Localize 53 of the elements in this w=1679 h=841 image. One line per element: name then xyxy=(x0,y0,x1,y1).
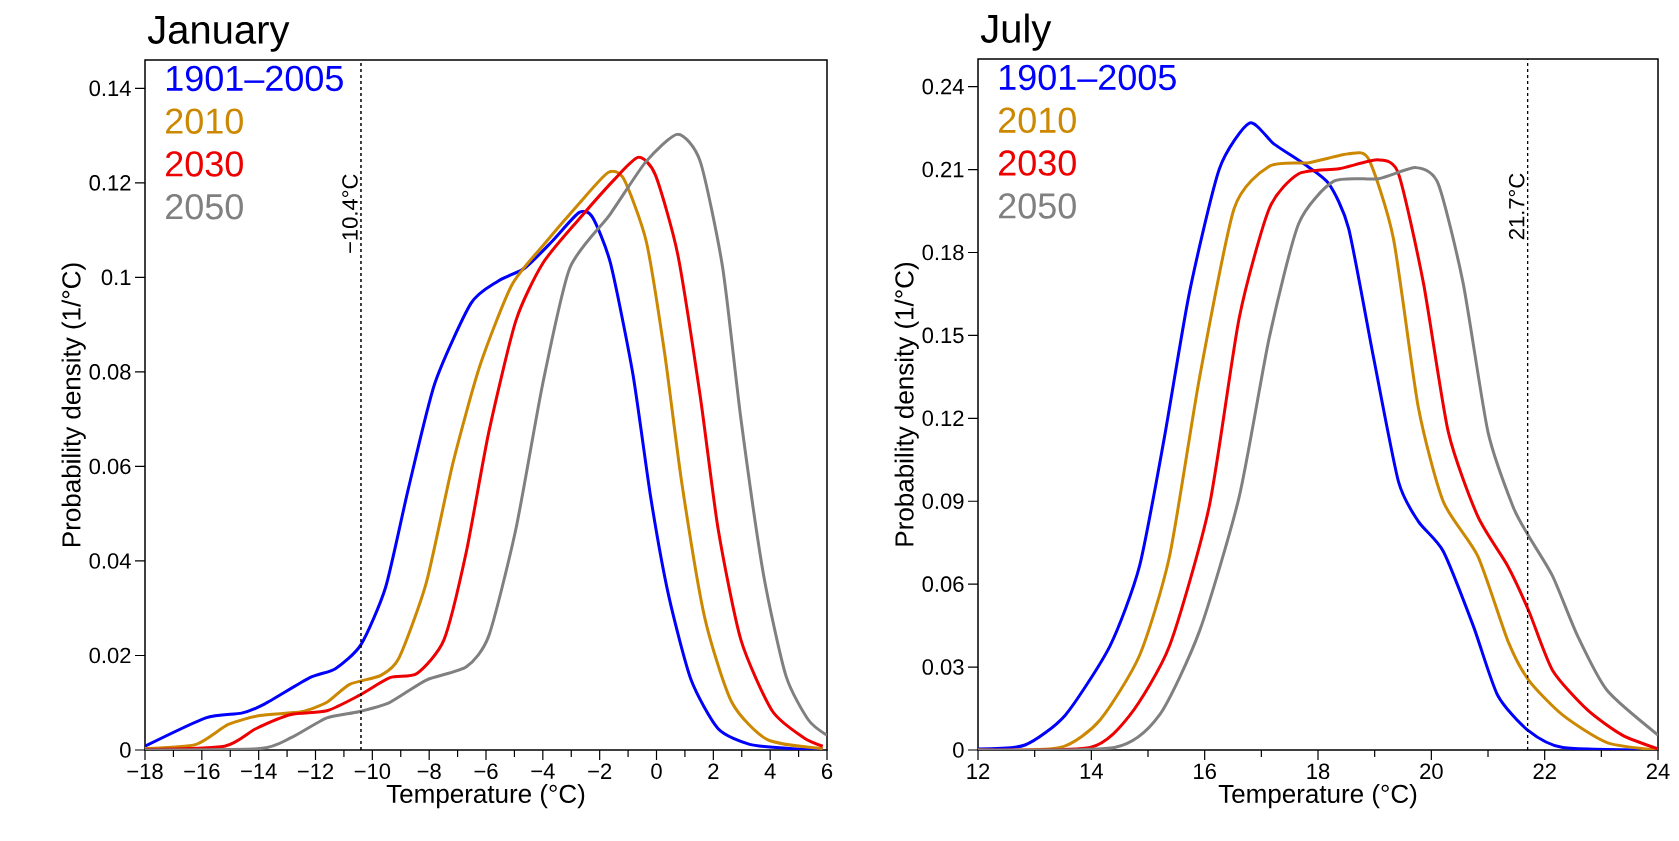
x-tick-label: −6 xyxy=(474,763,498,780)
x-axis-title: Temperature (°C) xyxy=(1218,783,1417,809)
y-tick-label: 0.04 xyxy=(89,553,131,569)
y-tick-label: 0.06 xyxy=(89,458,131,475)
y-tick-label: 0.18 xyxy=(922,244,964,261)
y-tick-label: 0.03 xyxy=(922,659,964,675)
text: 1901–2005 xyxy=(999,64,1176,91)
x-tick-label: 14 xyxy=(1080,763,1103,779)
x-tick-label: 0 xyxy=(651,763,662,780)
text: 2010 xyxy=(999,107,1076,133)
x-tick-label: −14 xyxy=(241,763,277,779)
y-tick-label: 0.09 xyxy=(922,493,964,510)
y-tick-label: 0.1 xyxy=(101,269,131,286)
y-tick-label: 0.12 xyxy=(922,410,964,427)
x-tick-label: 18 xyxy=(1307,763,1330,780)
y-tick-label: 0.14 xyxy=(89,80,131,97)
y-tick-label: 0.15 xyxy=(922,327,964,344)
ref-line-label: 21.7°C xyxy=(1508,173,1525,240)
text: 2010 xyxy=(166,108,243,134)
x-tick-label: −18 xyxy=(127,763,163,780)
text: 1901–2005 xyxy=(166,65,343,92)
x-tick-label: −2 xyxy=(588,763,612,779)
x-tick-label: 4 xyxy=(764,763,776,779)
text: 2030 xyxy=(166,151,243,177)
x-tick-label: 16 xyxy=(1194,763,1216,780)
x-tick-label: −12 xyxy=(297,763,334,779)
x-tick-label: −4 xyxy=(531,763,555,779)
y-tick-label: 0 xyxy=(953,742,964,758)
y-axis-title: Probability density (1/°C) xyxy=(894,262,919,546)
y-tick-label: 0.12 xyxy=(89,175,131,191)
x-tick-label: 2 xyxy=(708,763,719,779)
x-tick-label: 20 xyxy=(1420,763,1443,780)
x-tick-label: 6 xyxy=(822,763,833,780)
text: 2030 xyxy=(999,150,1076,176)
x-tick-label: 22 xyxy=(1533,763,1556,779)
y-tick-label: 0.08 xyxy=(89,364,131,380)
x-tick-label: 12 xyxy=(967,763,990,779)
x-tick-label: −10 xyxy=(354,763,391,780)
text: 2050 xyxy=(999,193,1076,219)
y-tick-label: 0.06 xyxy=(922,576,964,592)
y-tick-label: 0.21 xyxy=(922,161,964,178)
y-axis-title: Probability density (1/°C) xyxy=(61,263,86,547)
chart-title: January xyxy=(147,15,290,52)
x-tick-label: 24 xyxy=(1646,763,1670,779)
y-tick-label: 0.02 xyxy=(89,647,131,664)
x-tick-label: −16 xyxy=(184,763,220,780)
text: 2050 xyxy=(166,193,243,220)
ref-line-label: −10.4°C xyxy=(342,174,358,253)
chart-title: July xyxy=(980,13,1052,51)
x-tick-label: −8 xyxy=(417,763,441,780)
y-tick-label: 0.24 xyxy=(922,78,964,95)
x-axis-title: Temperature (°C) xyxy=(386,783,585,809)
y-tick-label: 0 xyxy=(120,742,131,758)
